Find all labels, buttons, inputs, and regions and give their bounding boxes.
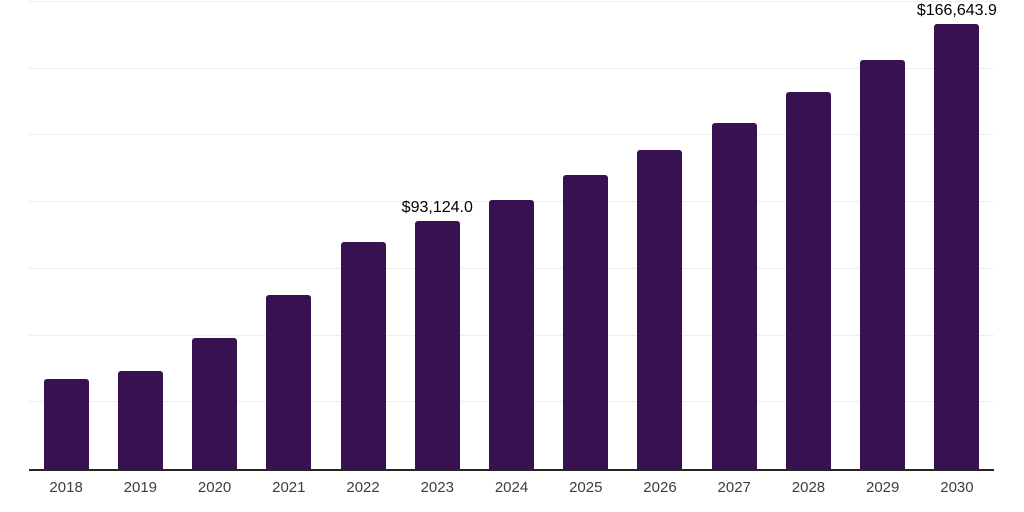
x-tick-2024: 2024 — [494, 479, 529, 496]
bar-2025[interactable] — [563, 175, 609, 469]
x-tick-2029: 2029 — [866, 479, 900, 496]
bar-2024[interactable] — [489, 199, 534, 469]
x-tick-2022: 2022 — [346, 479, 380, 496]
x-tick-2025: 2025 — [569, 479, 603, 496]
gridline — [29, 67, 994, 69]
bar-2027[interactable] — [711, 122, 757, 469]
x-axis-line — [29, 469, 994, 471]
bar-2026[interactable] — [637, 150, 683, 469]
bar-2023[interactable] — [414, 220, 460, 469]
bar-2018[interactable] — [43, 379, 89, 469]
gridline — [29, 1, 994, 2]
data-label-2023: $93,124.0 — [401, 198, 473, 216]
data-label-2030: $166,643.9 — [916, 2, 997, 20]
bar-2030[interactable] — [934, 24, 980, 469]
x-tick-2020: 2020 — [197, 479, 232, 496]
x-tick-2019: 2019 — [123, 479, 158, 496]
x-axis-labels: 2018 2019 2020 2021 2022 2023 2024 2025 2026 2027… — [29, 479, 994, 497]
bar-2028[interactable] — [785, 92, 831, 469]
x-tick-2021: 2021 — [272, 479, 306, 496]
x-tick-2030: 2030 — [940, 479, 974, 496]
x-tick-2027: 2027 — [717, 479, 751, 496]
x-tick-2023: 2023 — [420, 479, 454, 496]
bar-2021[interactable] — [266, 294, 312, 469]
x-tick-2026: 2026 — [643, 479, 677, 496]
x-tick-2028: 2028 — [791, 479, 826, 496]
bar-2019[interactable] — [117, 370, 163, 469]
x-tick-2018: 2018 — [49, 479, 83, 496]
bar-2022[interactable] — [340, 242, 386, 469]
gridline — [29, 134, 994, 136]
bar-2029[interactable] — [860, 59, 906, 469]
plot-area: $93,124.0 $166,643.9 — [29, 0, 997, 471]
bar-2020[interactable] — [192, 337, 238, 469]
